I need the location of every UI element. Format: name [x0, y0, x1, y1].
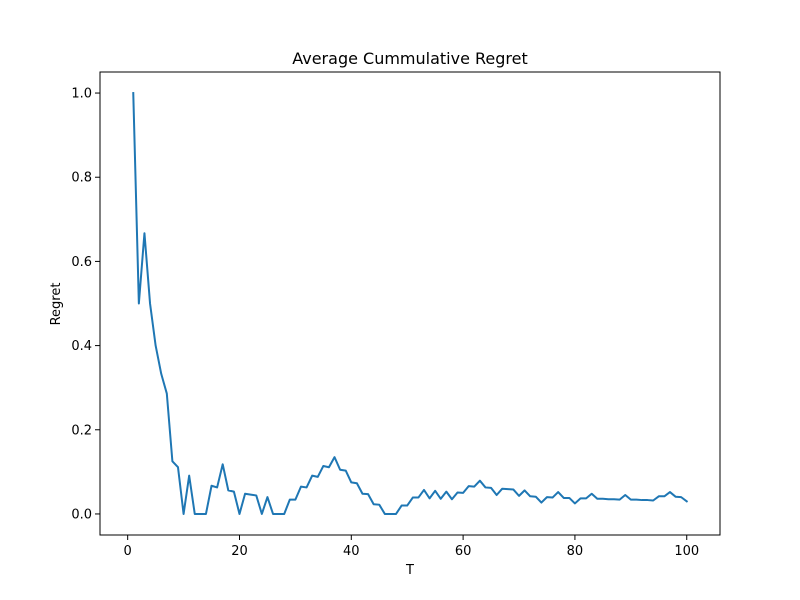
y-tick-label: 0.0 [71, 507, 92, 522]
axis-ticks: 0 20 40 60 80 100 0.0 0.2 0.4 0.6 0.8 1.0 [71, 87, 699, 559]
y-tick-label: 0.4 [71, 339, 92, 354]
y-tick-label: 0.6 [71, 255, 92, 270]
x-tick-label: 60 [455, 544, 472, 559]
series-line [132, 92, 689, 515]
x-tick-label: 100 [674, 544, 699, 559]
axes-frame [99, 71, 721, 536]
x-axis-label: T [405, 563, 414, 578]
x-tick-label: 40 [343, 544, 360, 559]
x-tick-label: 80 [567, 544, 584, 559]
y-tick-label: 1.0 [71, 87, 92, 102]
plot-area [99, 71, 721, 536]
y-tick-label: 0.2 [71, 423, 92, 438]
chart-title: Average Cummulative Regret [292, 49, 528, 68]
y-tick-label: 0.8 [71, 171, 92, 186]
x-tick-label: 20 [231, 544, 248, 559]
y-axis-label: Regret [49, 283, 64, 326]
x-tick-label: 0 [124, 544, 132, 559]
